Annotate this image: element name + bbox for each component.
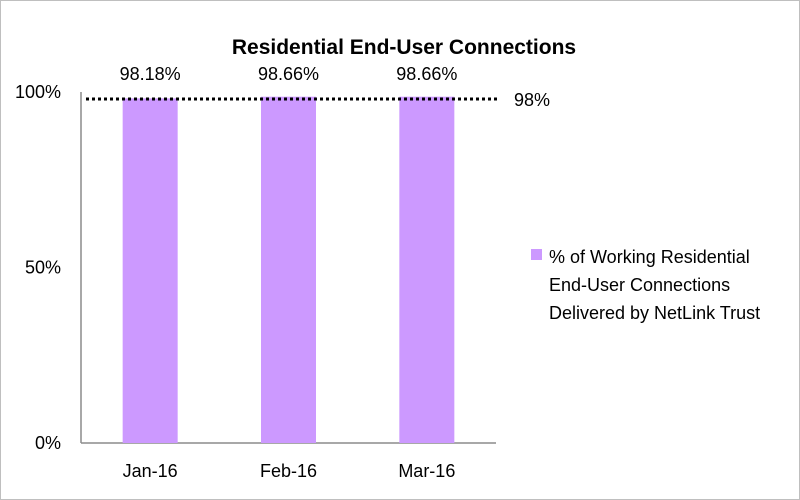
target-label: 98%: [514, 90, 550, 110]
y-tick-label: 100%: [15, 82, 61, 102]
legend-line-2: End-User Connections: [549, 275, 730, 295]
legend-swatch: [531, 249, 542, 260]
x-tick-label: Jan-16: [123, 461, 178, 481]
y-tick-label: 0%: [35, 433, 61, 453]
legend: % of Working Residential End-User Connec…: [531, 247, 760, 323]
y-tick-label: 50%: [25, 258, 61, 278]
legend-line-1: % of Working Residential: [549, 247, 750, 267]
bar-mar-16: [399, 96, 455, 443]
bar-feb-16: [261, 96, 316, 443]
y-tick-labels: 0% 50% 100%: [15, 82, 61, 453]
bar-group: [122, 96, 455, 444]
x-tick-labels: Jan-16 Feb-16 Mar-16: [123, 461, 456, 481]
bar-jan-16: [122, 98, 178, 444]
data-label: 98.66%: [396, 64, 457, 84]
data-label: 98.66%: [258, 64, 319, 84]
x-tick-label: Feb-16: [260, 461, 317, 481]
data-label: 98.18%: [120, 64, 181, 84]
chart-title: Residential End-User Connections: [232, 36, 576, 59]
data-labels: 98.18% 98.66% 98.66%: [120, 64, 458, 84]
x-tick-label: Mar-16: [398, 461, 455, 481]
legend-line-3: Delivered by NetLink Trust: [549, 303, 760, 323]
